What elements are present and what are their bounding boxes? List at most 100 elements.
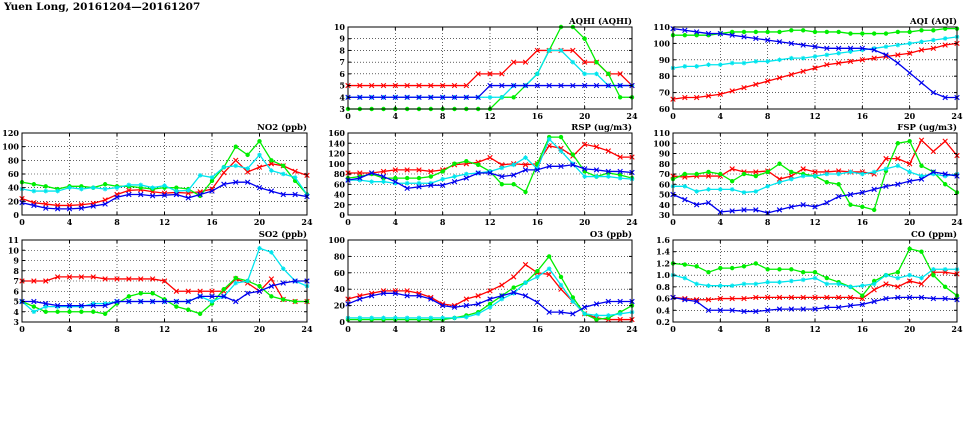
data-point (233, 179, 239, 185)
data-point (150, 291, 155, 296)
data-point (55, 188, 60, 194)
data-point (487, 82, 493, 89)
x-tick-label: 4 (718, 217, 724, 227)
data-point (871, 287, 877, 293)
data-point (416, 293, 422, 299)
data-point (605, 298, 612, 305)
data-point (753, 29, 759, 35)
data-point (812, 204, 818, 210)
data-point (475, 301, 481, 307)
y-tick-label: 100 (328, 159, 345, 169)
data-point (91, 309, 96, 314)
x-tick-label: 8 (114, 324, 120, 334)
data-point (753, 173, 759, 179)
x-tick-label: 20 (904, 324, 916, 334)
chart-title: O3 (ppb) (590, 229, 632, 240)
data-point (848, 284, 853, 290)
data-point (257, 283, 262, 289)
data-point (835, 60, 842, 66)
data-point (919, 28, 924, 33)
data-point (741, 295, 747, 302)
x-tick-label: 0 (345, 111, 351, 121)
data-point (907, 138, 912, 144)
data-point (464, 171, 469, 177)
data-point (824, 200, 830, 206)
data-point (256, 184, 263, 191)
data-point (102, 197, 108, 203)
data-point (581, 82, 588, 89)
data-point (511, 182, 516, 187)
data-point (269, 294, 274, 299)
data-point (368, 82, 375, 89)
y-tick-label: 0 (339, 210, 345, 220)
data-point (510, 274, 517, 280)
data-point (582, 71, 587, 77)
data-point (114, 298, 120, 305)
data-point (138, 291, 143, 296)
data-point (244, 290, 251, 296)
data-point (558, 148, 564, 154)
data-point (765, 59, 770, 64)
y-tick-label: 20 (334, 301, 346, 311)
data-point (741, 281, 747, 287)
data-point (581, 59, 588, 65)
data-point (558, 163, 564, 170)
y-tick-label: 7 (13, 276, 19, 286)
data-point (233, 157, 239, 164)
x-tick-label: 8 (765, 217, 771, 227)
data-point (149, 276, 156, 282)
data-point (753, 59, 759, 64)
data-point (777, 57, 782, 63)
data-point (428, 168, 434, 175)
data-point (380, 168, 387, 175)
y-tick-label: 0 (339, 317, 345, 327)
data-point (197, 191, 203, 198)
y-tick-label: 80 (659, 159, 671, 169)
data-point (404, 293, 410, 299)
data-point (594, 317, 599, 322)
data-point (368, 293, 375, 299)
data-point (90, 302, 96, 309)
data-point (859, 301, 866, 308)
data-point (428, 82, 434, 89)
data-point (871, 55, 877, 61)
data-point (392, 94, 399, 100)
data-point (682, 196, 688, 203)
data-point (859, 57, 866, 63)
data-point (463, 175, 470, 181)
data-point (860, 293, 865, 298)
y-tick-label: 80 (659, 71, 671, 81)
data-point (800, 166, 806, 172)
data-point (102, 186, 108, 192)
data-point (800, 294, 806, 301)
data-point (221, 293, 227, 300)
data-point (475, 170, 481, 176)
data-point (102, 311, 108, 316)
data-point (43, 205, 49, 211)
data-point (593, 82, 600, 89)
data-point (393, 315, 398, 321)
data-point (126, 182, 132, 188)
data-point (617, 311, 623, 317)
data-point (717, 209, 724, 215)
data-point (292, 299, 298, 304)
data-point (233, 280, 239, 286)
data-point (776, 294, 783, 301)
data-point (906, 178, 913, 184)
data-point (416, 94, 422, 100)
x-tick-label: 12 (159, 217, 170, 227)
data-point (511, 285, 516, 290)
data-point (233, 298, 239, 305)
data-point (729, 60, 735, 66)
data-point (233, 144, 238, 149)
y-tick-label: 0.8 (656, 282, 670, 292)
data-point (777, 29, 782, 35)
data-point (102, 182, 108, 187)
data-point (789, 28, 794, 33)
data-point (718, 265, 723, 271)
data-point (67, 309, 72, 314)
data-point (522, 261, 529, 268)
data-point (416, 180, 422, 186)
data-point (54, 206, 61, 212)
